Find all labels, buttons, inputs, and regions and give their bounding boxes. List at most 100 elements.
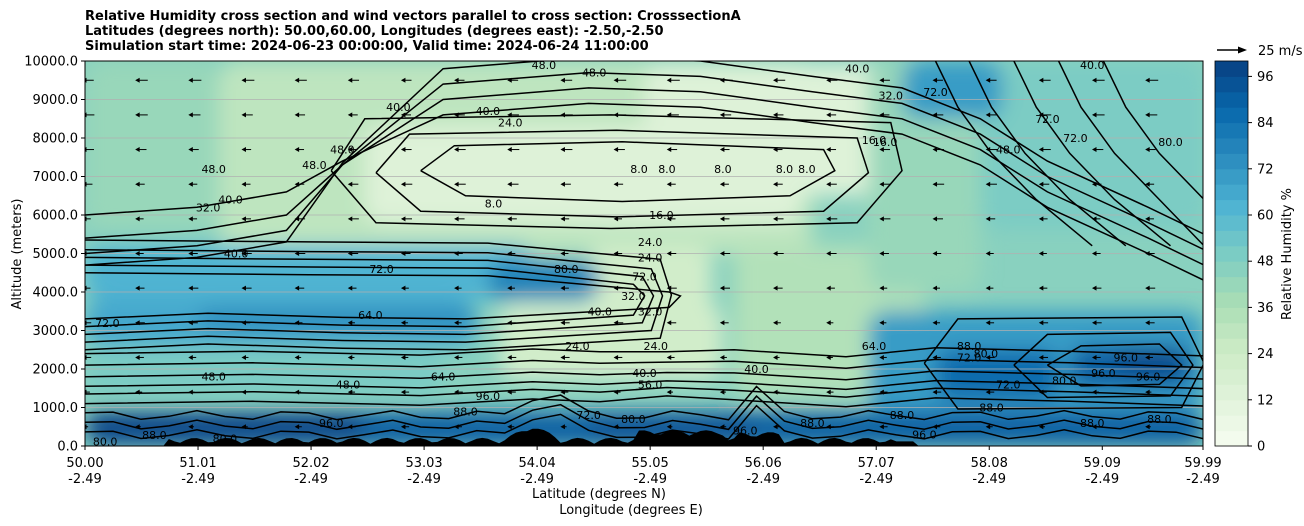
terrain [85,428,1203,446]
contour-label: 8.0 [776,163,794,176]
contour-label: 16.0 [649,209,674,222]
contour-line [85,248,664,343]
wind-vector-head [985,181,991,187]
contour-label: 32.0 [196,201,221,214]
contour-label: 40.0 [845,63,870,76]
wind-vector-head [985,285,991,291]
wind-vector-head [613,112,619,118]
wind-vector-head [932,320,938,326]
contour-line [85,239,673,351]
wind-vector-head [400,320,406,326]
wind-vector-head [1038,112,1044,118]
wind-vector-head [188,354,193,360]
x-tick-label-lat: 54.04 [519,456,556,471]
wind-vector-head [1038,181,1044,187]
y-tick-label: 9000.0 [33,93,79,108]
wind-vector-head [294,251,300,256]
contour-label: 8.0 [630,163,648,176]
wind-vector-head [560,147,565,153]
wind-vector-head [241,216,246,222]
wind-vector-head [1092,285,1097,291]
wind-vector-head [347,77,353,83]
wind-vector-head [507,251,512,256]
wind-vector-head [347,112,353,118]
colorbar-swatch [1215,76,1248,93]
contour-label: 72.0 [369,263,394,276]
colorbar-swatch [1215,215,1248,231]
wind-vector-head [241,112,246,118]
wind-vector-head [1092,251,1097,256]
wind-vector-head [294,77,300,83]
x-tick-label-lat: 50.00 [66,456,103,471]
wind-vector-head [294,285,300,291]
wind-vector-head [719,354,725,360]
wind-vector-head [879,147,884,153]
contour-label: 80.0 [974,348,999,361]
contour-label: 24.0 [638,236,663,249]
wind-vector-head [347,389,353,395]
wind-vector-head [85,285,87,291]
y-tick-label: 10000.0 [24,55,78,70]
contour-label: 40.0 [588,305,613,318]
x-tick-label-lon: -2.49 [68,472,102,487]
contour-label: 88.0 [453,405,478,418]
colorbar-frame [1214,60,1249,447]
contour-label: 16.0 [862,134,887,147]
wind-vector-head [454,251,459,256]
wind-vector-head [1092,216,1097,222]
wind-vector-head [560,112,565,118]
wind-vector-head [666,424,672,430]
colorbar-swatch [1215,107,1248,124]
wind-vector-head [400,216,406,222]
wind-vector-head [985,147,991,153]
wind-vector-head [1145,181,1150,187]
wind-vector-head [85,389,87,395]
contour-line [85,379,1203,391]
wind-vector-head [1092,354,1097,360]
colorbar-tick-label: 24 [1257,347,1274,362]
wind-vector-head [826,320,831,326]
contour-line [330,114,903,230]
wind-vector-head [188,77,193,83]
y-tick-label: 0.0 [57,440,78,455]
wind-vector-head [560,320,565,326]
wind-vector-head [1145,77,1150,83]
wind-vector-head [188,251,193,256]
wind-vector-head [294,216,300,222]
contour-label: 96.0 [319,417,344,430]
wind-vector-head [1092,424,1097,430]
wind-vector-head [719,181,725,187]
wind-vector-head [879,424,884,430]
wind-vector-head [773,424,778,430]
wind-vector-head [85,147,87,153]
wind-vector-head [773,389,778,395]
quiver-key-arrow-head-icon [1238,46,1247,54]
colorbar-label: Relative Humidity % [1280,188,1295,320]
wind-vector-head [826,181,831,187]
contour-label: 48.0 [336,378,361,391]
wind-vector-head [719,112,725,118]
wind-vector-head [932,389,938,395]
wind-vector-head [666,389,672,395]
contour-label: 8.0 [658,163,676,176]
contour-label: 88.0 [1147,413,1172,426]
wind-vector-head [932,77,938,83]
y-tick-label: 2000.0 [33,363,79,378]
wind-vector-head [666,112,672,118]
wind-vector-head [1145,251,1150,256]
contour-label: 72.0 [957,351,982,364]
contour-label: 40.0 [386,101,411,114]
wind-vector-head [135,181,140,187]
quiver-key-label: 25 m/s [1258,44,1303,59]
contour-label: 48.0 [996,144,1021,157]
wind-vector-head [1038,147,1044,153]
y-tick-label: 3000.0 [33,324,79,339]
y-tick-label: 4000.0 [33,286,79,301]
wind-vector-head [985,216,991,222]
wind-vector-head [400,354,406,360]
contour-line [85,395,1203,431]
field-band [1114,349,1182,373]
wind-vector-head [294,389,300,395]
wind-vector-head [400,112,406,118]
wind-vector-head [241,320,246,326]
